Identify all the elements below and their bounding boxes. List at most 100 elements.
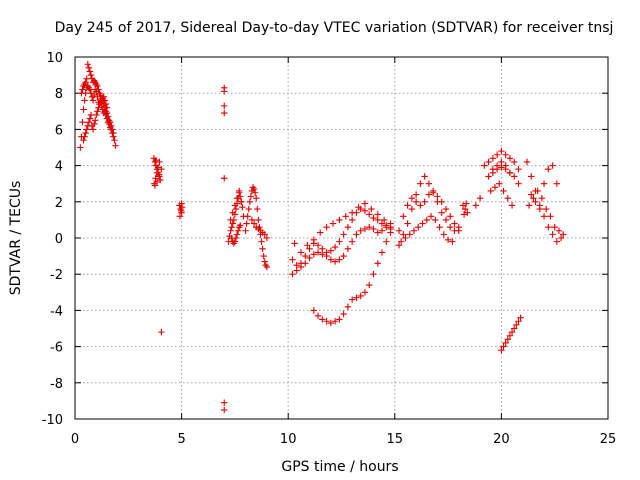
data-point-marker <box>258 238 265 245</box>
data-point-marker <box>306 254 313 262</box>
data-point-marker <box>89 97 97 104</box>
data-point-marker <box>112 142 119 149</box>
data-point-marker <box>79 118 86 126</box>
data-point-marker <box>545 223 552 231</box>
data-point-marker <box>361 225 369 233</box>
series-arc-7-8h <box>225 187 247 247</box>
series-arc-11-15h-low <box>310 229 394 327</box>
data-point-marker <box>532 198 539 205</box>
data-point-marker <box>331 243 339 251</box>
data-point-marker <box>86 68 94 75</box>
data-point-marker <box>502 162 509 169</box>
data-point-marker <box>374 216 381 224</box>
data-point-marker <box>81 97 88 104</box>
data-point-marker <box>293 267 300 274</box>
data-point-marker <box>238 198 245 205</box>
data-point-marker <box>221 175 228 182</box>
data-point-marker <box>102 100 110 108</box>
data-point-marker <box>95 86 102 93</box>
data-point-marker <box>314 312 322 320</box>
data-point-marker <box>560 231 567 238</box>
data-point-marker <box>86 115 94 122</box>
data-point-marker <box>327 247 335 254</box>
data-point-marker <box>79 86 86 93</box>
data-point-marker <box>323 249 330 256</box>
data-point-marker <box>429 189 437 196</box>
series-arc-10-15h-c <box>291 200 394 256</box>
data-point-marker <box>340 252 347 260</box>
grid-lines <box>75 57 608 419</box>
y-tick-label: -6 <box>50 341 63 356</box>
series-isolated-7h <box>221 84 228 414</box>
data-point-marker <box>361 289 369 296</box>
data-point-marker <box>100 93 107 101</box>
x-tick-label: 10 <box>280 432 297 447</box>
data-point-marker <box>374 211 381 218</box>
data-point-marker <box>404 202 411 209</box>
data-point-marker <box>78 90 85 97</box>
data-point-marker <box>90 120 98 128</box>
data-point-marker <box>310 251 317 258</box>
data-point-marker <box>555 227 563 234</box>
data-point-marker <box>263 234 271 242</box>
data-point-marker <box>500 343 507 350</box>
data-point-marker <box>297 260 305 267</box>
data-point-marker <box>248 216 256 224</box>
data-point-marker <box>504 194 511 202</box>
data-point-marker <box>316 229 324 236</box>
data-point-marker <box>444 236 452 244</box>
data-point-marker <box>260 252 267 260</box>
data-point-marker <box>506 155 514 162</box>
data-point-marker <box>436 223 443 231</box>
data-point-marker <box>310 307 317 314</box>
data-point-marker <box>540 180 548 187</box>
data-point-marker <box>500 187 507 195</box>
data-point-marker <box>340 310 347 318</box>
data-point-marker <box>408 194 416 202</box>
data-point-marker <box>111 137 118 144</box>
data-point-marker <box>93 111 100 119</box>
data-point-marker <box>348 209 356 216</box>
data-point-marker <box>374 260 381 267</box>
data-point-marker <box>92 117 99 124</box>
data-point-marker <box>106 118 114 126</box>
data-point-marker <box>498 347 505 354</box>
data-point-marker <box>383 222 390 229</box>
data-point-marker <box>508 328 516 336</box>
data-point-marker <box>152 175 159 182</box>
data-point-marker <box>331 258 339 265</box>
data-point-marker <box>221 406 228 414</box>
data-point-marker <box>510 173 518 180</box>
y-tick-label: 10 <box>46 51 63 66</box>
data-point-marker <box>387 220 394 227</box>
data-point-marker <box>353 294 360 301</box>
y-tick-label: -10 <box>42 413 63 428</box>
x-tick-label: 25 <box>600 432 617 447</box>
data-points <box>77 61 567 414</box>
y-axis-label: SDTVAR / TECUs <box>8 181 24 296</box>
data-point-marker <box>400 231 407 238</box>
data-point-marker <box>442 205 450 213</box>
data-point-marker <box>304 242 311 249</box>
data-point-marker <box>231 238 239 245</box>
data-point-marker <box>310 236 317 244</box>
data-point-marker <box>366 223 373 231</box>
data-point-marker <box>536 205 543 213</box>
data-point-marker <box>404 220 411 227</box>
data-point-marker <box>491 184 499 191</box>
data-point-marker <box>361 200 369 207</box>
data-point-marker <box>502 339 509 347</box>
y-tick-label: -8 <box>50 377 63 392</box>
data-point-marker <box>342 213 349 220</box>
data-point-marker <box>221 399 228 406</box>
data-point-marker <box>176 213 184 220</box>
data-point-marker <box>357 227 364 234</box>
data-point-marker <box>432 216 439 224</box>
data-point-marker <box>87 71 95 79</box>
data-point-marker <box>493 162 501 169</box>
data-point-marker <box>496 180 503 187</box>
data-point-marker <box>151 182 159 189</box>
data-point-marker <box>336 316 343 323</box>
data-point-marker <box>551 223 558 231</box>
data-point-marker <box>250 185 258 193</box>
